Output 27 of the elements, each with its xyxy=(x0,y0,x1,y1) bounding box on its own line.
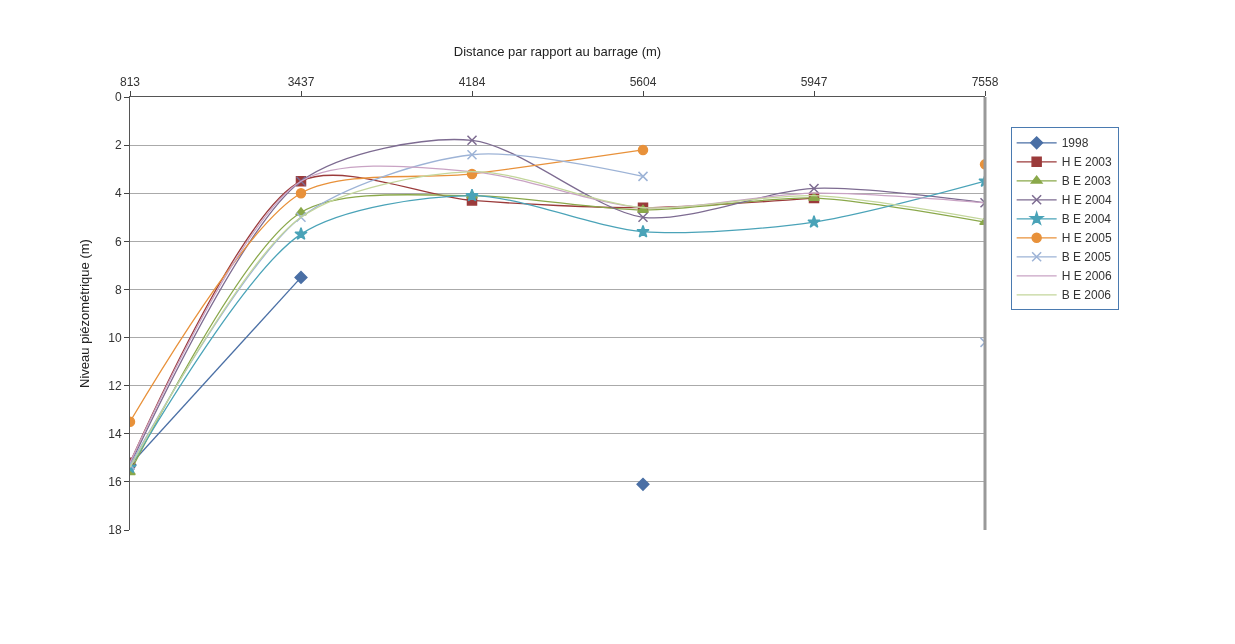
x-tick-label: 7558 xyxy=(971,75,999,90)
y-tick-label: 0 xyxy=(114,90,122,105)
legend-label: H E 2004 xyxy=(1061,193,1113,208)
x-tick-label: 5947 xyxy=(800,75,828,90)
y-tick-label: 6 xyxy=(114,234,122,249)
legend-label: B E 2004 xyxy=(1061,212,1112,227)
x-tick-label: 4184 xyxy=(458,75,486,90)
legend-label: H E 2003 xyxy=(1061,155,1113,170)
y-tick-label: 18 xyxy=(108,523,122,538)
y-tick-label: 12 xyxy=(108,378,122,393)
x-tick-label: 813 xyxy=(119,75,141,90)
y-tick-label: 2 xyxy=(114,138,122,153)
y-tick-label: 4 xyxy=(114,186,122,201)
y-axis-title: Niveau piézométrique (m) xyxy=(77,239,93,388)
y-tick-label: 10 xyxy=(108,330,122,345)
y-tick-label: 8 xyxy=(114,282,122,297)
legend-label: B E 2006 xyxy=(1061,288,1112,303)
legend-label: 1998 xyxy=(1061,136,1089,151)
x-tick-label: 5604 xyxy=(629,75,657,90)
legend-label: B E 2003 xyxy=(1061,174,1112,189)
y-tick-label: 14 xyxy=(108,426,122,441)
y-tick-label: 16 xyxy=(108,475,122,490)
x-axis-title: Distance par rapport au barrage (m) xyxy=(453,44,662,60)
x-tick-label: 3437 xyxy=(287,75,315,90)
legend-label: B E 2005 xyxy=(1061,250,1112,265)
legend-label: H E 2005 xyxy=(1061,231,1113,246)
legend-label: H E 2006 xyxy=(1061,269,1113,284)
